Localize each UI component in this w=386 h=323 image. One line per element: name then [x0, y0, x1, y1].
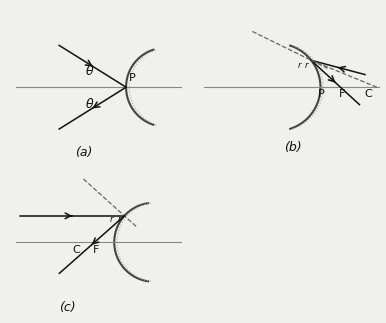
- Text: C: C: [364, 89, 372, 99]
- Text: (b): (b): [284, 141, 302, 154]
- Text: $\theta$: $\theta$: [85, 64, 94, 78]
- Text: r: r: [117, 215, 121, 224]
- Text: C: C: [73, 245, 81, 255]
- Text: r: r: [305, 61, 308, 70]
- Text: F: F: [93, 245, 99, 255]
- Text: P: P: [318, 89, 324, 99]
- Text: F: F: [339, 89, 345, 99]
- Text: (c): (c): [59, 301, 76, 314]
- Text: (a): (a): [75, 146, 92, 159]
- Text: P: P: [129, 73, 136, 83]
- Text: $\theta$: $\theta$: [85, 97, 94, 111]
- Text: r: r: [297, 61, 301, 70]
- Text: r: r: [109, 215, 113, 224]
